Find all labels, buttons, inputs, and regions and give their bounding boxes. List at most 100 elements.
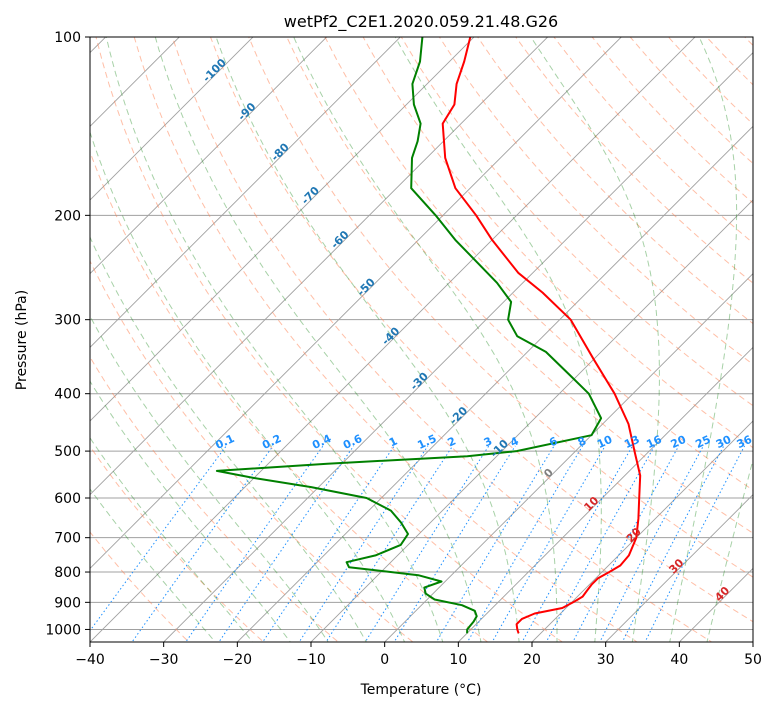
wet-bulb-label: 40 — [712, 584, 732, 604]
moist-adiabat — [90, 314, 329, 642]
dry-adiabat — [90, 259, 414, 642]
isotherm--50 — [90, 37, 622, 569]
mixing-ratio-line — [491, 445, 606, 642]
isotherm-40 — [678, 567, 753, 642]
x-tick-label: 20 — [523, 652, 541, 668]
dry-adiabat — [324, 37, 753, 491]
y-tick-label: 100 — [54, 30, 81, 46]
mixing-ratio-line — [325, 445, 454, 642]
x-tick-label: 50 — [744, 652, 762, 668]
mixing-ratio-line — [90, 445, 227, 632]
mixing-ratio-label: 13 — [622, 433, 641, 451]
y-tick-label: 900 — [54, 595, 81, 611]
moist-adiabat — [90, 488, 216, 642]
mixing-ratio-line — [393, 445, 516, 642]
mixing-ratio-label: 20 — [669, 433, 689, 451]
isotherm--80 — [90, 37, 401, 348]
y-axis-title: Pressure (hPa) — [14, 290, 30, 390]
mixing-ratio-label: 25 — [693, 433, 712, 451]
mixing-ratio-line — [545, 445, 656, 642]
isotherm-10 — [457, 346, 753, 642]
dry-adiabat — [133, 37, 638, 642]
y-tick-label: 400 — [54, 387, 81, 403]
dry-adiabat — [90, 150, 489, 642]
dry-adiabat — [591, 37, 753, 204]
plot-grid — [90, 37, 753, 642]
mixing-ratio-label: 1 — [387, 434, 399, 449]
isotherm-label: -30 — [408, 370, 431, 393]
dry-adiabat — [95, 37, 564, 642]
dry-adiabat — [477, 37, 753, 325]
wet-bulb-label: 20 — [624, 525, 644, 545]
mixing-ratio-line — [521, 445, 633, 642]
x-tick-label: 30 — [597, 652, 615, 668]
isotherm-30 — [605, 494, 753, 642]
mixing-ratio-line — [572, 445, 680, 642]
x-tick-label: −20 — [223, 652, 253, 668]
isotherm--90 — [90, 37, 328, 275]
mixing-ratio-label: 4 — [508, 434, 521, 449]
moist-adiabat — [105, 37, 444, 642]
plot-series — [215, 37, 642, 634]
isotherm-50 — [752, 641, 753, 642]
moist-adiabat — [394, 37, 602, 642]
mixing-ratio-label: 36 — [735, 433, 755, 451]
isotherm-label: -50 — [355, 275, 378, 298]
isotherm--40 — [90, 37, 696, 642]
dry-adiabat — [90, 445, 265, 642]
isotherm--20 — [236, 125, 753, 642]
moist-adiabat — [215, 37, 520, 642]
dry-adiabat — [210, 37, 753, 623]
x-tick-label: −40 — [75, 652, 105, 668]
y-tick-label: 200 — [54, 208, 81, 224]
y-tick-label: 500 — [54, 444, 81, 460]
mixing-ratio-line — [131, 445, 274, 642]
wet-bulb-label: 10 — [581, 494, 601, 514]
temperature-profile — [441, 37, 642, 634]
moist-adiabat — [706, 457, 753, 642]
y-tick-label: 700 — [54, 531, 81, 547]
isotherm--60 — [90, 37, 549, 496]
isotherm-label: -40 — [379, 324, 402, 347]
isotherm--110 — [90, 37, 180, 127]
isotherm--10 — [310, 199, 753, 642]
mixing-ratio-line — [621, 445, 725, 642]
mixing-ratio-line — [466, 445, 584, 642]
dewpoint-profile — [215, 37, 603, 634]
isotherm--70 — [90, 37, 475, 422]
isotherm--30 — [163, 52, 753, 642]
dry-adiabat — [668, 37, 753, 125]
dry-adiabat — [171, 37, 713, 642]
dry-adiabat — [400, 37, 753, 407]
dry-adiabat — [362, 37, 753, 449]
mixing-ratio-label: 10 — [595, 433, 615, 451]
mixing-ratio-label: 16 — [644, 433, 664, 451]
x-tick-label: 10 — [449, 652, 467, 668]
x-axis-title: Temperature (°C) — [360, 682, 482, 698]
mixing-ratio-line — [435, 445, 555, 642]
isotherm--100 — [90, 37, 254, 201]
plot-frame — [89, 36, 754, 643]
y-tick-label: 300 — [54, 313, 81, 329]
x-tick-label: −10 — [296, 652, 326, 668]
dry-adiabat — [248, 37, 753, 578]
y-tick-label: 600 — [54, 491, 81, 507]
mixing-ratio-label: 30 — [714, 433, 734, 451]
dry-adiabat — [706, 37, 753, 86]
x-tick-label: 40 — [670, 652, 688, 668]
mixing-ratio-line — [599, 445, 704, 642]
moist-adiabat — [293, 37, 558, 642]
y-tick-label: 1000 — [45, 622, 81, 638]
mixing-ratio-line — [644, 445, 746, 642]
isotherm-20 — [531, 420, 753, 642]
chart-title: wetPf2_C2E1.2020.059.21.48.G26 — [284, 12, 558, 32]
mixing-ratio-label: 2 — [446, 434, 458, 449]
moist-adiabat — [90, 235, 367, 642]
moist-adiabat — [669, 37, 738, 642]
moist-adiabat — [530, 37, 660, 642]
dry-adiabat — [90, 356, 339, 642]
mixing-ratio-label: 0.6 — [341, 432, 364, 452]
mixing-ratio-label: 0.4 — [310, 432, 333, 452]
mixing-ratio-label: 1.5 — [415, 432, 438, 452]
moist-adiabat — [90, 130, 406, 642]
